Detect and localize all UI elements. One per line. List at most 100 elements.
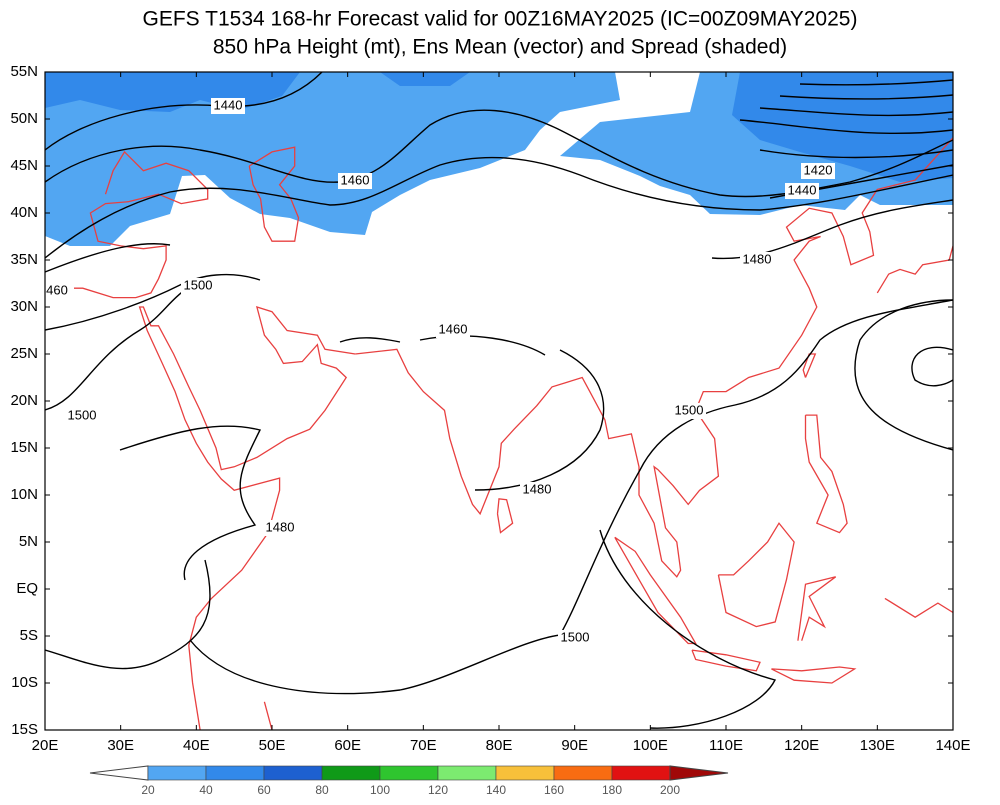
contour-label-bg: [181, 278, 215, 294]
lon-label: 100E: [633, 737, 668, 754]
colorbar-label: 80: [315, 783, 329, 797]
contour-label-bg: [558, 630, 592, 646]
lat-label: 10N: [10, 486, 38, 503]
lon-label: 30E: [107, 737, 134, 754]
colorbar-label: 120: [428, 783, 448, 797]
spread-region-dark: [380, 72, 470, 86]
contour-labels: 1440 1460 1500 460 1500 1460 1480 1480 1500 1500 1…: [45, 97, 835, 646]
contour-label: 1440: [788, 182, 817, 197]
contour-label: 1480: [266, 519, 295, 534]
colorbar-label: 60: [257, 783, 271, 797]
colorbar-high: [669, 765, 729, 781]
contour-label-bg: [263, 520, 297, 536]
lat-label: 55N: [10, 63, 38, 80]
contour: [45, 273, 261, 331]
lon-label: 90E: [561, 737, 588, 754]
plot-area: 1440 1460 1500 460 1500 1460 1480 1480 1500 1500 1…: [45, 72, 953, 730]
title: GEFS T1534 168-hr Forecast valid for 00Z…: [143, 8, 858, 31]
colorbar-segment: [205, 765, 265, 781]
contour-label-bg: [338, 173, 372, 189]
coastline: [355, 137, 953, 578]
colorbar-segment: [147, 765, 207, 781]
contour-label: 1500: [68, 407, 97, 422]
contour-label: 1500: [561, 629, 590, 644]
colorbar-label: 100: [370, 783, 390, 797]
contour: [189, 299, 953, 695]
lon-label: 130E: [860, 737, 895, 754]
spread-region-dark: [732, 72, 953, 182]
colorbar-label: 140: [486, 783, 506, 797]
contour: [739, 79, 953, 199]
coastline: [45, 150, 209, 299]
lat-label: 15N: [10, 439, 38, 456]
lat-label: 50N: [10, 110, 38, 127]
lat-label: 5S: [20, 627, 38, 644]
colorbar-segment: [495, 765, 555, 781]
colorbar-segment: [263, 765, 323, 781]
contour: [911, 346, 953, 387]
contour: [599, 529, 777, 729]
coastline: [771, 666, 857, 684]
lat-label: 5N: [19, 533, 38, 550]
lon-label: 20E: [32, 737, 59, 754]
contour: [45, 559, 211, 670]
contour-label-bg: [45, 283, 74, 299]
lon-label: 140E: [935, 737, 970, 754]
spread-shading: [45, 72, 953, 246]
lon-label: 80E: [486, 737, 513, 754]
colorbar-label: 180: [602, 783, 622, 797]
contour-label: 1460: [439, 321, 468, 336]
coastline: [884, 597, 953, 618]
contour-label: 1420: [804, 162, 833, 177]
contour-label: 1480: [523, 481, 552, 496]
lat-label: 25N: [10, 345, 38, 362]
colorbar-label: 40: [199, 783, 213, 797]
lat-label: 40N: [10, 204, 38, 221]
colorbar-low: [89, 765, 149, 781]
lat-label: 30N: [10, 298, 38, 315]
coastline: [263, 701, 273, 730]
lat-label: 20N: [10, 392, 38, 409]
lon-label: 110E: [709, 737, 743, 754]
contour-label: 460: [46, 282, 68, 297]
coastline: [804, 414, 848, 534]
lat-label: EQ: [16, 580, 38, 597]
lon-label: 120E: [784, 737, 819, 754]
contour-label: 1460: [341, 172, 370, 187]
lon-label: 50E: [259, 737, 286, 754]
contour-label: 1500: [675, 402, 704, 417]
coastline: [717, 522, 795, 628]
contour: [45, 289, 186, 411]
contour: [474, 349, 605, 491]
subtitle: 850 hPa Height (mt), Ens Mean (vector) a…: [213, 36, 787, 59]
lat-label: 45N: [10, 157, 38, 174]
colorbar-segment: [437, 765, 497, 781]
coastline: [802, 353, 817, 378]
contour: [45, 156, 953, 259]
contour-label-bg: [520, 482, 554, 498]
colorbar-label: 20: [141, 783, 155, 797]
coastline: [496, 498, 514, 534]
contour-label-bg: [211, 98, 245, 114]
coastline: [614, 536, 697, 645]
coastline: [138, 306, 356, 730]
colorbar-segment: [321, 765, 381, 781]
spread-region: [45, 72, 620, 246]
coastline: [248, 146, 300, 242]
lat-label: 35N: [10, 251, 38, 268]
lon-label: 70E: [410, 737, 437, 754]
contour-label-bg: [65, 408, 99, 424]
axes: 55N 50N 45N 40N 35N 30N 25N 20N 15N 10N 5N EQ 5S 10S 1…: [10, 63, 970, 754]
lon-label: 40E: [183, 737, 210, 754]
coastline: [691, 649, 761, 672]
colorbar: 20 40 60 80 100 120 140 160 180 200: [89, 765, 729, 797]
contour-label-bg: [785, 183, 819, 199]
lat-label: 10S: [11, 674, 38, 691]
contour-label: 1500: [184, 277, 213, 292]
lon-label: 60E: [334, 737, 361, 754]
contour: [854, 299, 953, 451]
lat-label: 15S: [11, 721, 38, 738]
contour-label-bg: [672, 403, 706, 419]
contour-label-bg: [740, 252, 774, 268]
